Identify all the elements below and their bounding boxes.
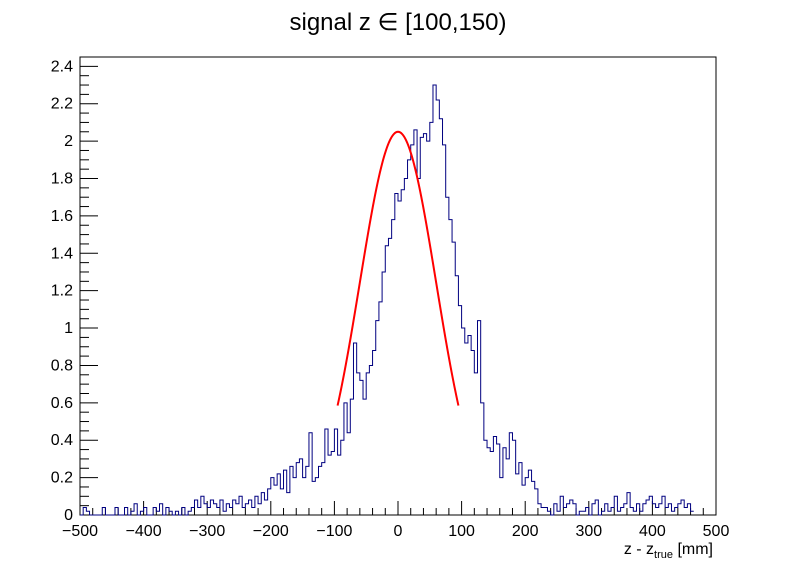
- y-tick-label: 1.4: [51, 245, 73, 262]
- x-axis-title-subscript: true: [654, 549, 673, 561]
- y-tick-label: 1.8: [51, 171, 73, 188]
- x-tick-label: 400: [639, 523, 666, 540]
- y-tick-label: 0.6: [51, 395, 73, 412]
- x-axis-title-unit: [mm]: [673, 541, 713, 558]
- fit-curve: [336, 130, 460, 406]
- chart-title: signal z ∈ [100,150): [289, 9, 506, 36]
- y-tick-label: 1.2: [51, 283, 73, 300]
- y-axis-tick-labels: 0 0.2 0.4 0.6 0.8 1 1.2 1.4 1.6 1.8 2 2.2 2.4: [51, 58, 73, 524]
- x-tick-label: 100: [448, 523, 475, 540]
- y-tick-label: 0.4: [51, 432, 73, 449]
- x-tick-label: −500: [62, 523, 98, 540]
- y-tick-label: 2: [64, 133, 73, 150]
- y-tick-label: 0.2: [51, 470, 73, 487]
- x-tick-label: 500: [703, 523, 730, 540]
- y-tick-label: 1: [64, 320, 73, 337]
- x-tick-label: 0: [394, 523, 403, 540]
- x-tick-label: −100: [316, 523, 352, 540]
- y-tick-label: 0: [64, 507, 73, 524]
- y-tick-label: 0.8: [51, 357, 73, 374]
- x-tick-label: −300: [189, 523, 225, 540]
- y-axis-ticks: [80, 56, 98, 516]
- x-tick-label: −200: [253, 523, 289, 540]
- x-tick-label: 200: [512, 523, 539, 540]
- histogram-series: [80, 84, 694, 516]
- x-axis-title-main: z - z: [624, 541, 654, 558]
- y-tick-label: 2.4: [51, 58, 73, 75]
- x-axis-tick-labels: −500 −400 −300 −200 −100 0 100 200 300 400 500: [62, 523, 729, 540]
- y-tick-label: 2.2: [51, 96, 73, 113]
- x-tick-label: −400: [126, 523, 162, 540]
- y-tick-label: 1.6: [51, 208, 73, 225]
- x-axis-title: z - ztrue [mm]: [624, 541, 713, 561]
- x-tick-label: 300: [575, 523, 602, 540]
